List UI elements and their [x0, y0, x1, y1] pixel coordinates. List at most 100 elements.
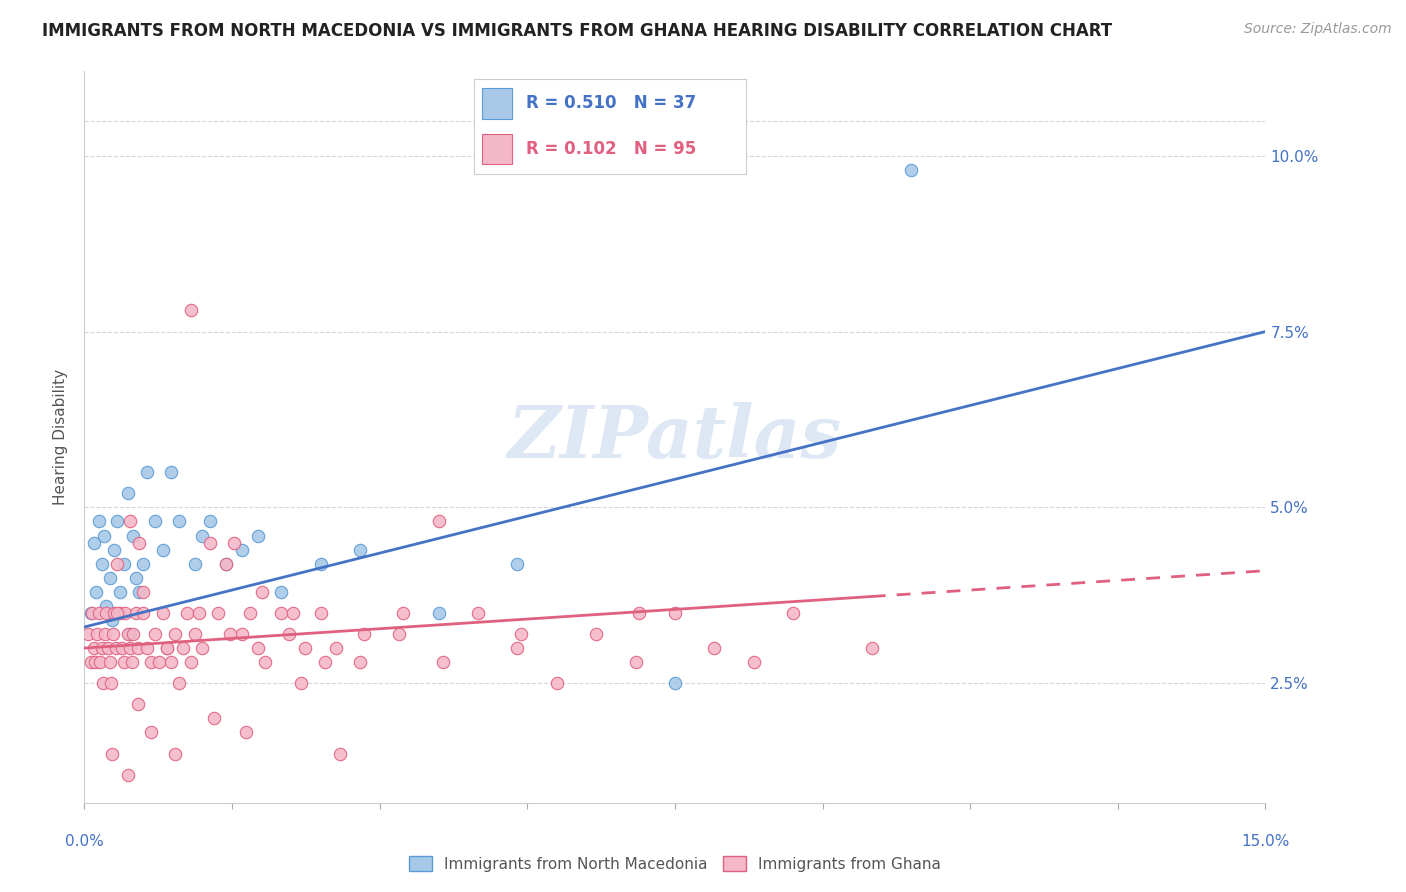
Point	[235, 725, 257, 739]
Point	[900, 162, 922, 177]
Point	[141, 725, 163, 739]
Point	[101, 613, 124, 627]
Point	[180, 655, 202, 669]
Y-axis label: Hearing Disability: Hearing Disability	[53, 369, 69, 505]
Point	[122, 627, 145, 641]
Point	[132, 557, 155, 571]
Point	[107, 606, 129, 620]
Point	[254, 655, 277, 669]
Point	[108, 606, 131, 620]
Point	[246, 528, 269, 542]
Point	[82, 606, 104, 620]
Point	[77, 627, 100, 641]
Legend: Immigrants from North Macedonia, Immigrants from Ghana: Immigrants from North Macedonia, Immigra…	[401, 848, 949, 880]
Point	[246, 641, 269, 656]
Point	[98, 571, 121, 585]
Point	[136, 465, 159, 479]
Point	[96, 606, 118, 620]
Text: Source: ZipAtlas.com: Source: ZipAtlas.com	[1244, 22, 1392, 37]
Point	[117, 486, 139, 500]
Point	[187, 606, 209, 620]
Point	[215, 557, 238, 571]
Point	[270, 606, 292, 620]
Point	[84, 655, 107, 669]
Point	[167, 515, 190, 529]
Point	[388, 627, 411, 641]
Point	[124, 606, 146, 620]
Point	[89, 655, 111, 669]
Point	[467, 606, 489, 620]
Point	[103, 542, 125, 557]
Point	[160, 465, 183, 479]
Point	[314, 655, 336, 669]
Point	[231, 542, 253, 557]
Point	[93, 528, 115, 542]
Text: IMMIGRANTS FROM NORTH MACEDONIA VS IMMIGRANTS FROM GHANA HEARING DISABILITY CORR: IMMIGRANTS FROM NORTH MACEDONIA VS IMMIG…	[42, 22, 1112, 40]
Point	[112, 557, 135, 571]
Point	[156, 641, 179, 656]
Point	[782, 606, 804, 620]
Point	[108, 584, 131, 599]
Text: 0.0%: 0.0%	[65, 834, 104, 849]
Point	[107, 515, 129, 529]
Point	[191, 641, 214, 656]
Point	[124, 571, 146, 585]
Point	[128, 584, 150, 599]
Point	[222, 535, 245, 549]
Point	[624, 655, 647, 669]
Point	[83, 535, 105, 549]
Point	[121, 655, 143, 669]
Point	[202, 711, 225, 725]
Point	[329, 747, 352, 761]
Point	[148, 655, 170, 669]
Point	[860, 641, 883, 656]
Point	[703, 641, 725, 656]
Point	[176, 606, 198, 620]
Text: ZIPatlas: ZIPatlas	[508, 401, 842, 473]
Point	[118, 641, 141, 656]
Point	[250, 584, 273, 599]
Point	[432, 655, 454, 669]
Point	[143, 627, 166, 641]
Point	[510, 627, 533, 641]
Point	[219, 627, 242, 641]
Point	[742, 655, 765, 669]
Point	[167, 676, 190, 690]
Point	[111, 641, 134, 656]
Point	[270, 584, 292, 599]
Point	[200, 515, 222, 529]
Point	[84, 584, 107, 599]
Point	[506, 557, 529, 571]
Point	[91, 676, 114, 690]
Point	[664, 676, 686, 690]
Point	[290, 676, 312, 690]
Point	[141, 655, 163, 669]
Point	[239, 606, 262, 620]
Point	[664, 606, 686, 620]
Point	[90, 641, 112, 656]
Point	[152, 542, 174, 557]
Point	[104, 641, 127, 656]
Point	[392, 606, 415, 620]
Point	[506, 641, 529, 656]
Point	[353, 627, 375, 641]
Point	[294, 641, 316, 656]
Point	[98, 655, 121, 669]
Point	[278, 627, 301, 641]
Point	[117, 627, 139, 641]
Point	[112, 655, 135, 669]
Point	[180, 303, 202, 318]
Point	[585, 627, 607, 641]
Point	[427, 606, 450, 620]
Point	[94, 627, 117, 641]
Point	[132, 584, 155, 599]
Point	[97, 641, 120, 656]
Point	[100, 676, 122, 690]
Point	[122, 528, 145, 542]
Point	[90, 557, 112, 571]
Point	[136, 641, 159, 656]
Point	[156, 641, 179, 656]
Point	[163, 627, 186, 641]
Point	[118, 515, 141, 529]
Point	[628, 606, 651, 620]
